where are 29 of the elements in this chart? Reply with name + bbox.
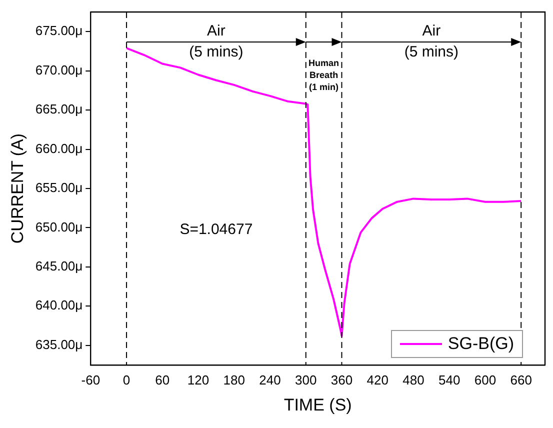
- y-tick-label: 640.00μ: [35, 298, 83, 313]
- x-tick-label: 300: [295, 372, 317, 388]
- x-tick-label: 540: [438, 372, 460, 388]
- x-tick-label: 660: [510, 372, 532, 388]
- annotation: Human Breath (1 min): [308, 58, 340, 92]
- x-tick-label: 600: [474, 372, 496, 388]
- legend-label: SG-B(G): [448, 334, 514, 354]
- x-tick-label: 420: [366, 372, 388, 388]
- x-tick-label: 120: [187, 372, 210, 388]
- x-tick-label: 240: [259, 372, 281, 388]
- annotation: Air (5 mins): [404, 22, 458, 61]
- x-tick-label: -60: [81, 372, 100, 388]
- y-tick-label: 635.00μ: [35, 336, 83, 352]
- y-axis-title: CURRENT (A): [8, 133, 27, 244]
- annotation: S=1.04677: [180, 221, 253, 238]
- x-tick-label: 0: [122, 372, 130, 388]
- x-tick-label: 480: [402, 372, 424, 388]
- x-tick-label: 180: [223, 372, 245, 388]
- y-tick-label: 650.00μ: [35, 219, 83, 234]
- y-tick-label: 655.00μ: [35, 180, 83, 196]
- y-tick-label: 660.00μ: [35, 140, 83, 156]
- y-tick-label: 645.00μ: [35, 258, 83, 274]
- x-axis-title: TIME (S): [284, 395, 352, 414]
- y-tick-label: 665.00μ: [35, 102, 83, 117]
- x-tick-label: 360: [330, 372, 353, 388]
- y-tick-label: 670.00μ: [35, 62, 83, 78]
- annotation: Air (5 mins): [189, 22, 244, 61]
- y-tick-label: 675.00μ: [35, 23, 83, 38]
- x-tick-label: 60: [155, 372, 170, 388]
